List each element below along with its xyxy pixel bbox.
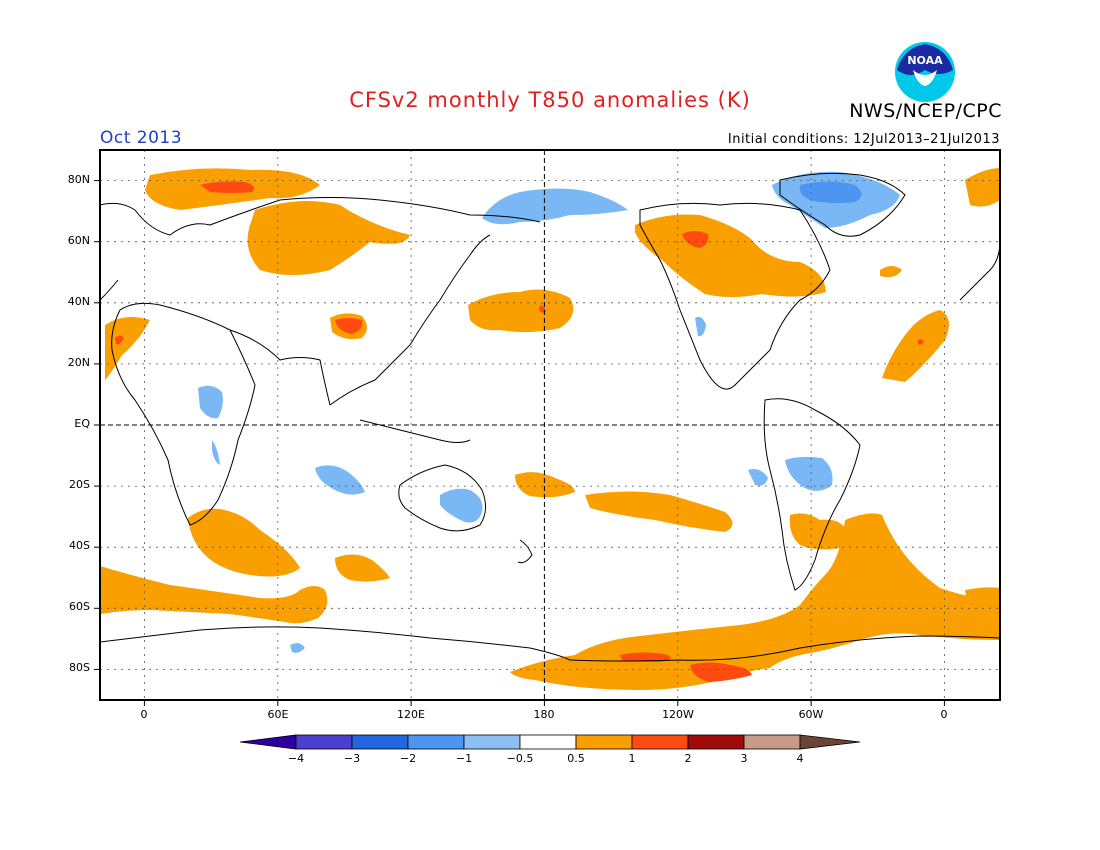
graticule	[100, 150, 1000, 700]
warm-anomaly-regions	[100, 168, 1000, 690]
colorbar-label-p3: 3	[740, 752, 748, 765]
anomaly-layer	[100, 168, 1000, 690]
lat-label-60s: 60S	[69, 600, 90, 613]
colorbar-label-p1: 1	[628, 752, 636, 765]
colorbar-label-p2: 2	[684, 752, 692, 765]
colorbar-label-m2: −2	[399, 752, 417, 765]
noaa-logo: NOAA	[895, 42, 955, 102]
colorbar-label-m05: −0.5	[506, 752, 534, 765]
lat-label-20n: 20N	[67, 356, 90, 369]
lon-label-0-east: 0	[940, 708, 948, 721]
lon-label-60w: 60W	[798, 708, 824, 721]
lon-label-120w: 120W	[662, 708, 694, 721]
lon-label-120e: 120E	[397, 708, 425, 721]
colorbar-swatch-0	[239, 734, 297, 750]
lon-label-60e: 60E	[267, 708, 289, 721]
colorbar-label-p05: 0.5	[567, 752, 585, 765]
lon-label-0: 0	[140, 708, 148, 721]
lat-label-80n: 80N	[67, 173, 90, 186]
forecast-month: Oct 2013	[100, 128, 183, 148]
lat-label-40s: 40S	[69, 539, 90, 552]
lat-label-60n: 60N	[67, 234, 90, 247]
colorbar-swatch-3	[407, 734, 465, 750]
chart-title: CFSv2 monthly T850 anomalies (K)	[349, 88, 751, 112]
colorbar-label-m1: −1	[455, 752, 473, 765]
organization-label: NWS/NCEP/CPC	[849, 100, 1002, 122]
lat-label-80s: 80S	[69, 661, 90, 674]
initial-conditions: Initial conditions: 12Jul2013–21Jul2013	[727, 132, 1000, 147]
strong-warm-anomaly-regions	[115, 181, 924, 682]
colorbar	[239, 734, 861, 750]
colorbar-swatch-9	[743, 734, 801, 750]
ticks	[94, 180, 945, 706]
colorbar-swatch-7	[631, 734, 689, 750]
colorbar-swatch-10	[799, 734, 861, 750]
colorbar-swatch-4	[463, 734, 521, 750]
colorbar-swatch-2	[351, 734, 409, 750]
colorbar-swatch-6	[575, 734, 633, 750]
lon-label-180: 180	[533, 708, 555, 721]
lat-label-40n: 40N	[67, 295, 90, 308]
strong-cool-anomaly-regions	[799, 181, 862, 204]
lat-label-eq: EQ	[74, 417, 90, 430]
colorbar-swatch-1	[295, 734, 353, 750]
lat-label-20s: 20S	[69, 478, 90, 491]
logo-text: NOAA	[907, 54, 943, 67]
colorbar-swatch-8	[687, 734, 745, 750]
colorbar-label-m3: −3	[343, 752, 361, 765]
coastlines	[100, 172, 1000, 662]
colorbar-swatch-5	[519, 734, 577, 750]
reference-lines	[100, 150, 1000, 700]
colorbar-label-m4: −4	[287, 752, 305, 765]
colorbar-label-p4: 4	[796, 752, 804, 765]
